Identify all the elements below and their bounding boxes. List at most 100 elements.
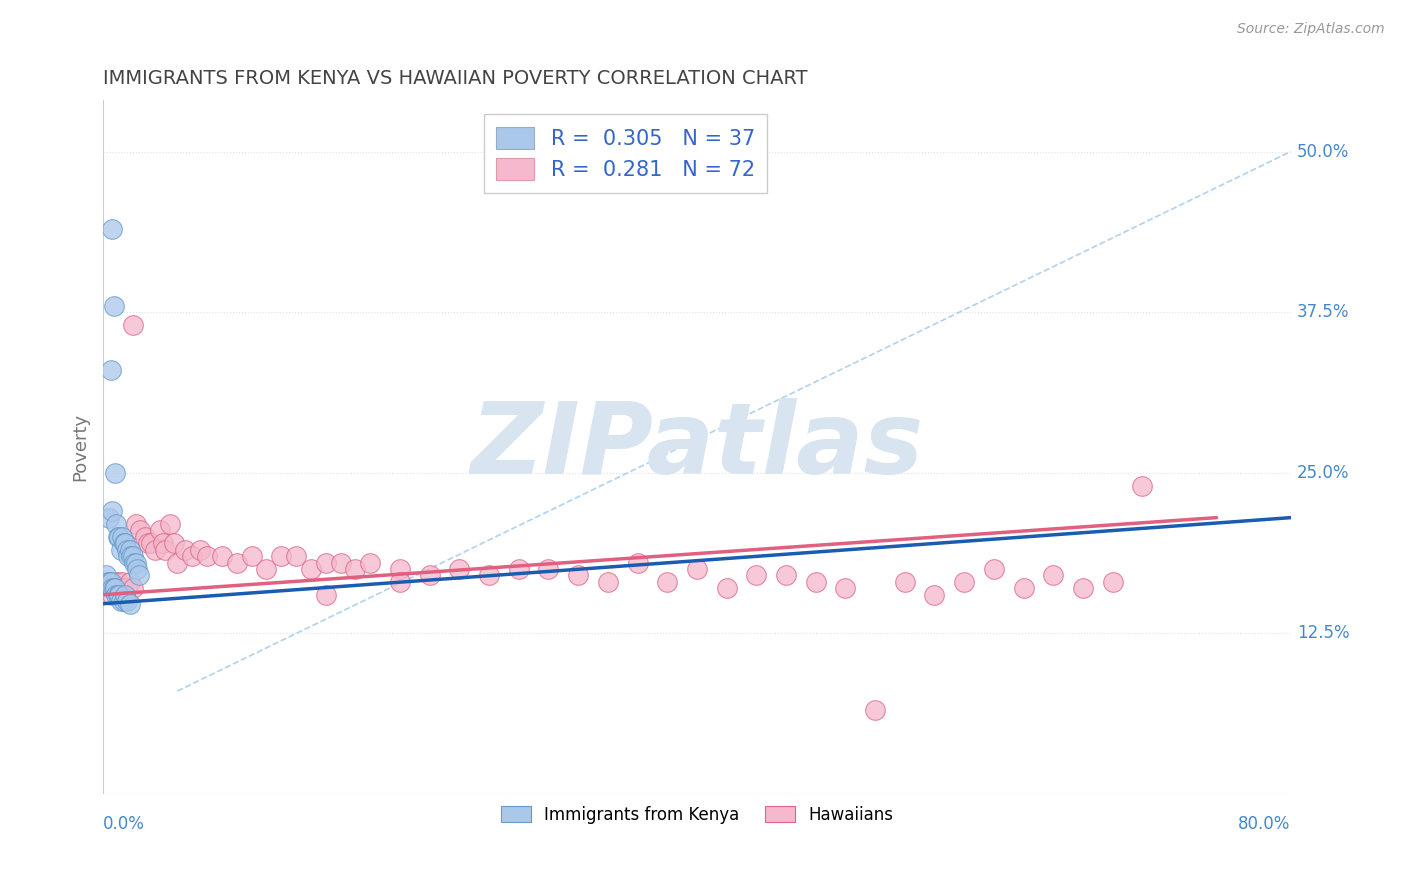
Point	[114, 536, 136, 550]
Point	[127, 562, 149, 576]
Point	[1101, 574, 1123, 589]
Point	[103, 582, 125, 596]
Point	[188, 542, 211, 557]
Point	[508, 562, 530, 576]
Text: 37.5%: 37.5%	[1296, 303, 1350, 321]
Point	[112, 594, 135, 608]
Point	[128, 568, 150, 582]
Point	[114, 588, 136, 602]
Point	[329, 556, 352, 570]
Point	[894, 574, 917, 589]
Point	[1130, 478, 1153, 492]
Point	[181, 549, 204, 564]
Text: 50.0%: 50.0%	[1296, 143, 1350, 161]
Text: Source: ZipAtlas.com: Source: ZipAtlas.com	[1237, 22, 1385, 37]
Point	[1012, 582, 1035, 596]
Point	[112, 536, 135, 550]
Point	[626, 556, 648, 570]
Point	[166, 556, 188, 570]
Point	[98, 510, 121, 524]
Point	[804, 574, 827, 589]
Point	[100, 363, 122, 377]
Point	[98, 582, 121, 596]
Point	[195, 549, 218, 564]
Point	[103, 582, 125, 596]
Point	[225, 556, 247, 570]
Point	[1042, 568, 1064, 582]
Text: 0.0%: 0.0%	[103, 814, 145, 832]
Point	[120, 549, 142, 564]
Point	[315, 588, 337, 602]
Point	[657, 574, 679, 589]
Point	[953, 574, 976, 589]
Text: IMMIGRANTS FROM KENYA VS HAWAIIAN POVERTY CORRELATION CHART: IMMIGRANTS FROM KENYA VS HAWAIIAN POVERT…	[103, 69, 808, 87]
Point	[211, 549, 233, 564]
Point	[97, 574, 120, 589]
Point	[419, 568, 441, 582]
Point	[107, 530, 129, 544]
Point	[121, 318, 143, 332]
Point	[983, 562, 1005, 576]
Point	[152, 536, 174, 550]
Text: ZIPatlas: ZIPatlas	[471, 399, 924, 495]
Point	[105, 517, 128, 532]
Point	[537, 562, 560, 576]
Point	[114, 588, 136, 602]
Point	[315, 556, 337, 570]
Point	[834, 582, 856, 596]
Point	[285, 549, 308, 564]
Point	[111, 530, 134, 544]
Point	[136, 536, 159, 550]
Legend: R =  0.305   N = 37, R =  0.281   N = 72: R = 0.305 N = 37, R = 0.281 N = 72	[484, 114, 768, 193]
Point	[98, 574, 121, 589]
Point	[139, 536, 162, 550]
Point	[270, 549, 292, 564]
Point	[254, 562, 277, 576]
Point	[118, 542, 141, 557]
Point	[103, 299, 125, 313]
Point	[121, 549, 143, 564]
Point	[105, 588, 128, 602]
Text: 25.0%: 25.0%	[1296, 464, 1350, 482]
Point	[389, 574, 412, 589]
Point	[389, 562, 412, 576]
Point	[110, 542, 132, 557]
Point	[686, 562, 709, 576]
Y-axis label: Poverty: Poverty	[72, 413, 89, 481]
Point	[745, 568, 768, 582]
Point	[110, 588, 132, 602]
Point	[101, 504, 124, 518]
Point	[240, 549, 263, 564]
Point	[716, 582, 738, 596]
Point	[1071, 582, 1094, 596]
Point	[115, 594, 138, 608]
Point	[924, 588, 946, 602]
Point	[101, 582, 124, 596]
Point	[118, 597, 141, 611]
Point	[111, 574, 134, 589]
Point	[105, 582, 128, 596]
Point	[163, 536, 186, 550]
Point	[129, 524, 152, 538]
Point	[173, 542, 195, 557]
Point	[159, 517, 181, 532]
Point	[449, 562, 471, 576]
Text: 80.0%: 80.0%	[1239, 814, 1291, 832]
Point	[125, 556, 148, 570]
Point	[115, 542, 138, 557]
Point	[108, 530, 131, 544]
Point	[124, 556, 146, 570]
Point	[104, 574, 127, 589]
Point	[117, 549, 139, 564]
Point	[107, 574, 129, 589]
Point	[94, 568, 117, 582]
Point	[596, 574, 619, 589]
Point	[134, 530, 156, 544]
Point	[118, 574, 141, 589]
Point	[344, 562, 367, 576]
Point	[121, 582, 143, 596]
Point	[863, 703, 886, 717]
Point	[148, 524, 170, 538]
Text: 12.5%: 12.5%	[1296, 624, 1350, 642]
Point	[100, 574, 122, 589]
